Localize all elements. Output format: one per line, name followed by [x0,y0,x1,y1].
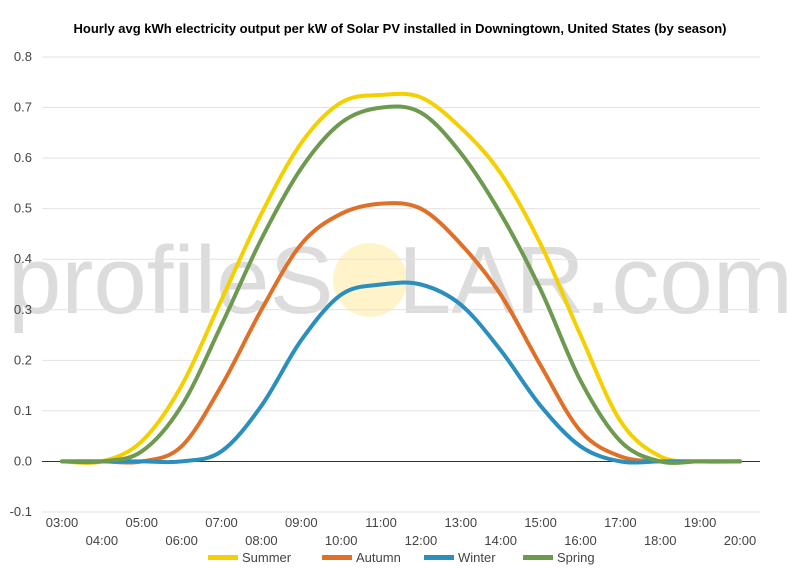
legend-swatch [322,555,352,560]
x-tick-label: 10:00 [325,533,358,548]
x-tick-label: 18:00 [644,533,677,548]
x-tick-label: 14:00 [484,533,517,548]
legend-item-winter[interactable]: Winter [424,550,496,565]
x-tick-label: 12:00 [405,533,438,548]
x-tick-label: 13:00 [445,515,478,530]
x-tick-label: 17:00 [604,515,637,530]
series-line-autumn [60,201,742,465]
watermark-sun-icon [333,243,407,317]
chart-title: Hourly avg kWh electricity output per kW… [74,21,727,36]
y-tick-label: 0.0 [14,453,32,468]
x-tick-label: 09:00 [285,515,318,530]
legend-label: Spring [557,550,595,565]
legend-label: Autumn [356,550,401,565]
series-line-winter [60,280,742,465]
series-line-spring [60,104,742,465]
legend[interactable]: Summer Autumn Winter Spring [208,550,595,565]
x-tick-label: 03:00 [46,515,79,530]
y-tick-label: 0.3 [14,302,32,317]
y-tick-label: 0.5 [14,201,32,216]
x-tick-label: 11:00 [365,515,397,530]
y-tick-label: 0.2 [14,352,32,367]
watermark-text-left: profileS [8,227,334,334]
series-lines [60,91,742,465]
x-tick-label: 16:00 [564,533,597,548]
x-axis: 03:00 04:00 05:00 06:00 07:00 08:00 09:00 10:00… [46,515,757,548]
x-tick-label: 06:00 [165,533,198,548]
y-tick-label: 0.1 [14,403,32,418]
x-tick-label: 15:00 [524,515,557,530]
legend-item-autumn[interactable]: Autumn [322,550,401,565]
x-tick-label: 19:00 [684,515,717,530]
y-tick-label: 0.6 [14,150,32,165]
watermark: profileS LAR.com [8,227,793,334]
x-tick-label: 05:00 [125,515,158,530]
legend-label: Winter [458,550,496,565]
series-line-summer [60,91,742,465]
legend-swatch [523,555,553,560]
y-axis: -0.1 0.0 0.1 0.2 0.3 0.4 0.5 0.6 0.7 0.8 [10,49,32,519]
legend-label: Summer [242,550,292,565]
y-tick-label: 0.7 [14,100,32,115]
legend-item-spring[interactable]: Spring [523,550,595,565]
y-tick-label: 0.4 [14,251,32,266]
y-tick-label: -0.1 [10,504,32,519]
y-tick-label: 0.8 [14,49,32,64]
grid [42,56,760,513]
x-tick-label: 20:00 [724,533,757,548]
x-tick-label: 07:00 [205,515,238,530]
legend-swatch [424,555,454,560]
x-tick-label: 08:00 [245,533,278,548]
x-tick-label: 04:00 [86,533,119,548]
legend-swatch [208,555,238,560]
legend-item-summer[interactable]: Summer [208,550,292,565]
